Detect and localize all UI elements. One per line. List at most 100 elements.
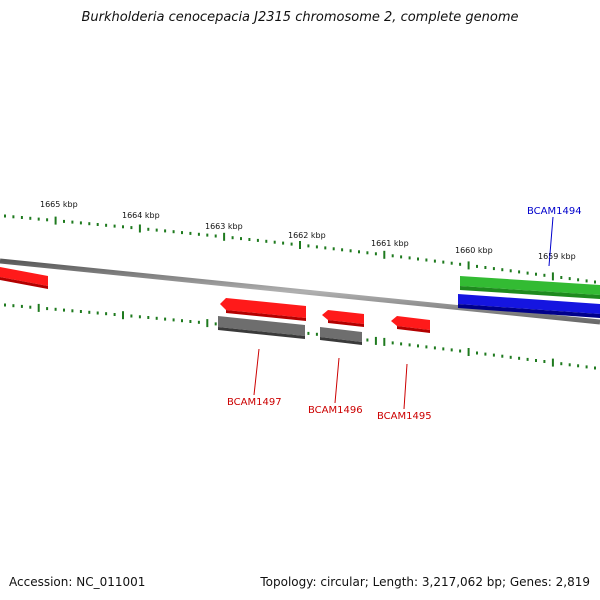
minor-tick <box>12 215 15 219</box>
minor-tick <box>307 244 310 248</box>
minor-tick <box>4 214 6 218</box>
minor-tick <box>484 266 487 269</box>
major-tick <box>551 272 554 281</box>
minor-tick <box>417 257 419 261</box>
minor-tick <box>71 220 74 224</box>
minor-tick <box>442 347 445 351</box>
minor-tick <box>256 238 259 242</box>
minor-tick <box>484 352 487 356</box>
gene-bcam1497[interactable] <box>220 298 306 321</box>
minor-tick <box>459 262 462 266</box>
minor-tick <box>433 346 436 350</box>
gene-label-bcam1495[interactable]: BCAM1495 <box>377 411 432 422</box>
map-title: Burkholderia cenocepacia J2315 chromosom… <box>81 10 519 25</box>
outer-tick-ring <box>4 214 596 284</box>
minor-tick <box>442 260 445 264</box>
minor-tick <box>526 357 529 361</box>
leader-bcam1494 <box>548 216 554 267</box>
major-tick <box>374 336 377 345</box>
minor-tick <box>349 249 352 253</box>
minor-tick <box>408 343 411 347</box>
major-tick <box>299 241 301 249</box>
cds-bcam1496[interactable] <box>320 327 362 345</box>
minor-tick <box>501 354 504 358</box>
minor-tick <box>138 315 141 319</box>
minor-tick <box>535 359 537 362</box>
minor-tick <box>282 241 285 245</box>
kbp-label-1663: 1663 kbp <box>205 222 243 231</box>
minor-tick <box>63 219 65 223</box>
minor-tick <box>96 311 99 315</box>
minor-tick <box>526 271 529 275</box>
minor-tick <box>79 221 82 225</box>
minor-tick <box>197 232 200 236</box>
kbp-label-1660: 1660 kbp <box>455 246 493 255</box>
minor-tick <box>594 366 596 370</box>
minor-tick <box>96 223 99 226</box>
minor-tick <box>164 317 167 321</box>
minor-tick <box>417 344 419 348</box>
minor-tick <box>476 264 478 268</box>
gene-blue-right[interactable] <box>458 294 600 318</box>
minor-tick <box>433 259 436 263</box>
minor-tick <box>577 278 580 282</box>
minor-tick <box>63 308 65 312</box>
minor-tick <box>46 307 49 311</box>
minor-tick <box>130 226 133 230</box>
minor-tick <box>476 351 478 355</box>
minor-tick <box>425 258 428 262</box>
minor-tick <box>560 276 563 279</box>
minor-tick <box>585 365 588 369</box>
minor-tick <box>172 318 175 322</box>
leader-bcam1496 <box>334 357 340 404</box>
minor-tick <box>391 254 394 258</box>
minor-tick <box>568 363 571 367</box>
minor-tick <box>307 331 310 335</box>
minor-tick <box>543 360 546 363</box>
minor-tick <box>71 309 74 313</box>
minor-tick <box>332 247 335 251</box>
minor-tick <box>147 316 150 319</box>
minor-tick <box>341 248 344 252</box>
major-tick <box>223 232 226 241</box>
minor-tick <box>315 332 318 336</box>
gene-label-bcam1497[interactable]: BCAM1497 <box>227 397 282 408</box>
minor-tick <box>214 234 217 238</box>
minor-tick <box>155 228 158 232</box>
gene-red-left[interactable] <box>0 267 48 289</box>
minor-tick <box>122 225 124 229</box>
leader-bcam1497 <box>253 348 260 396</box>
genome-summary-text: Topology: circular; Length: 3,217,062 bp… <box>260 575 590 589</box>
minor-tick <box>366 338 369 342</box>
minor-tick <box>164 229 167 233</box>
minor-tick <box>20 216 23 219</box>
minor-tick <box>12 304 15 308</box>
kbp-label-1659: 1659 kbp <box>538 252 576 261</box>
minor-tick <box>197 320 200 324</box>
minor-tick <box>79 310 82 313</box>
minor-tick <box>315 245 318 249</box>
major-tick <box>54 216 57 225</box>
cds-bcam1497[interactable] <box>218 316 305 339</box>
minor-tick <box>113 313 116 316</box>
minor-tick <box>273 240 276 244</box>
minor-tick <box>54 307 57 311</box>
minor-tick <box>492 353 495 357</box>
gene-bcam1495[interactable] <box>391 316 430 333</box>
minor-tick <box>408 256 411 260</box>
minor-tick <box>450 261 453 265</box>
minor-tick <box>20 304 23 308</box>
gene-label-bcam1494[interactable]: BCAM1494 <box>527 206 582 217</box>
gene-bcam1496[interactable] <box>322 310 364 327</box>
minor-tick <box>560 362 563 366</box>
minor-tick <box>366 251 369 255</box>
minor-tick <box>181 231 183 235</box>
kbp-label-1665: 1665 kbp <box>40 200 78 209</box>
minor-tick <box>492 267 495 271</box>
gene-label-bcam1496[interactable]: BCAM1496 <box>308 405 363 416</box>
gene-bcam1494[interactable] <box>460 276 600 299</box>
minor-tick <box>425 345 428 349</box>
major-tick <box>383 250 386 259</box>
major-tick <box>122 311 124 320</box>
